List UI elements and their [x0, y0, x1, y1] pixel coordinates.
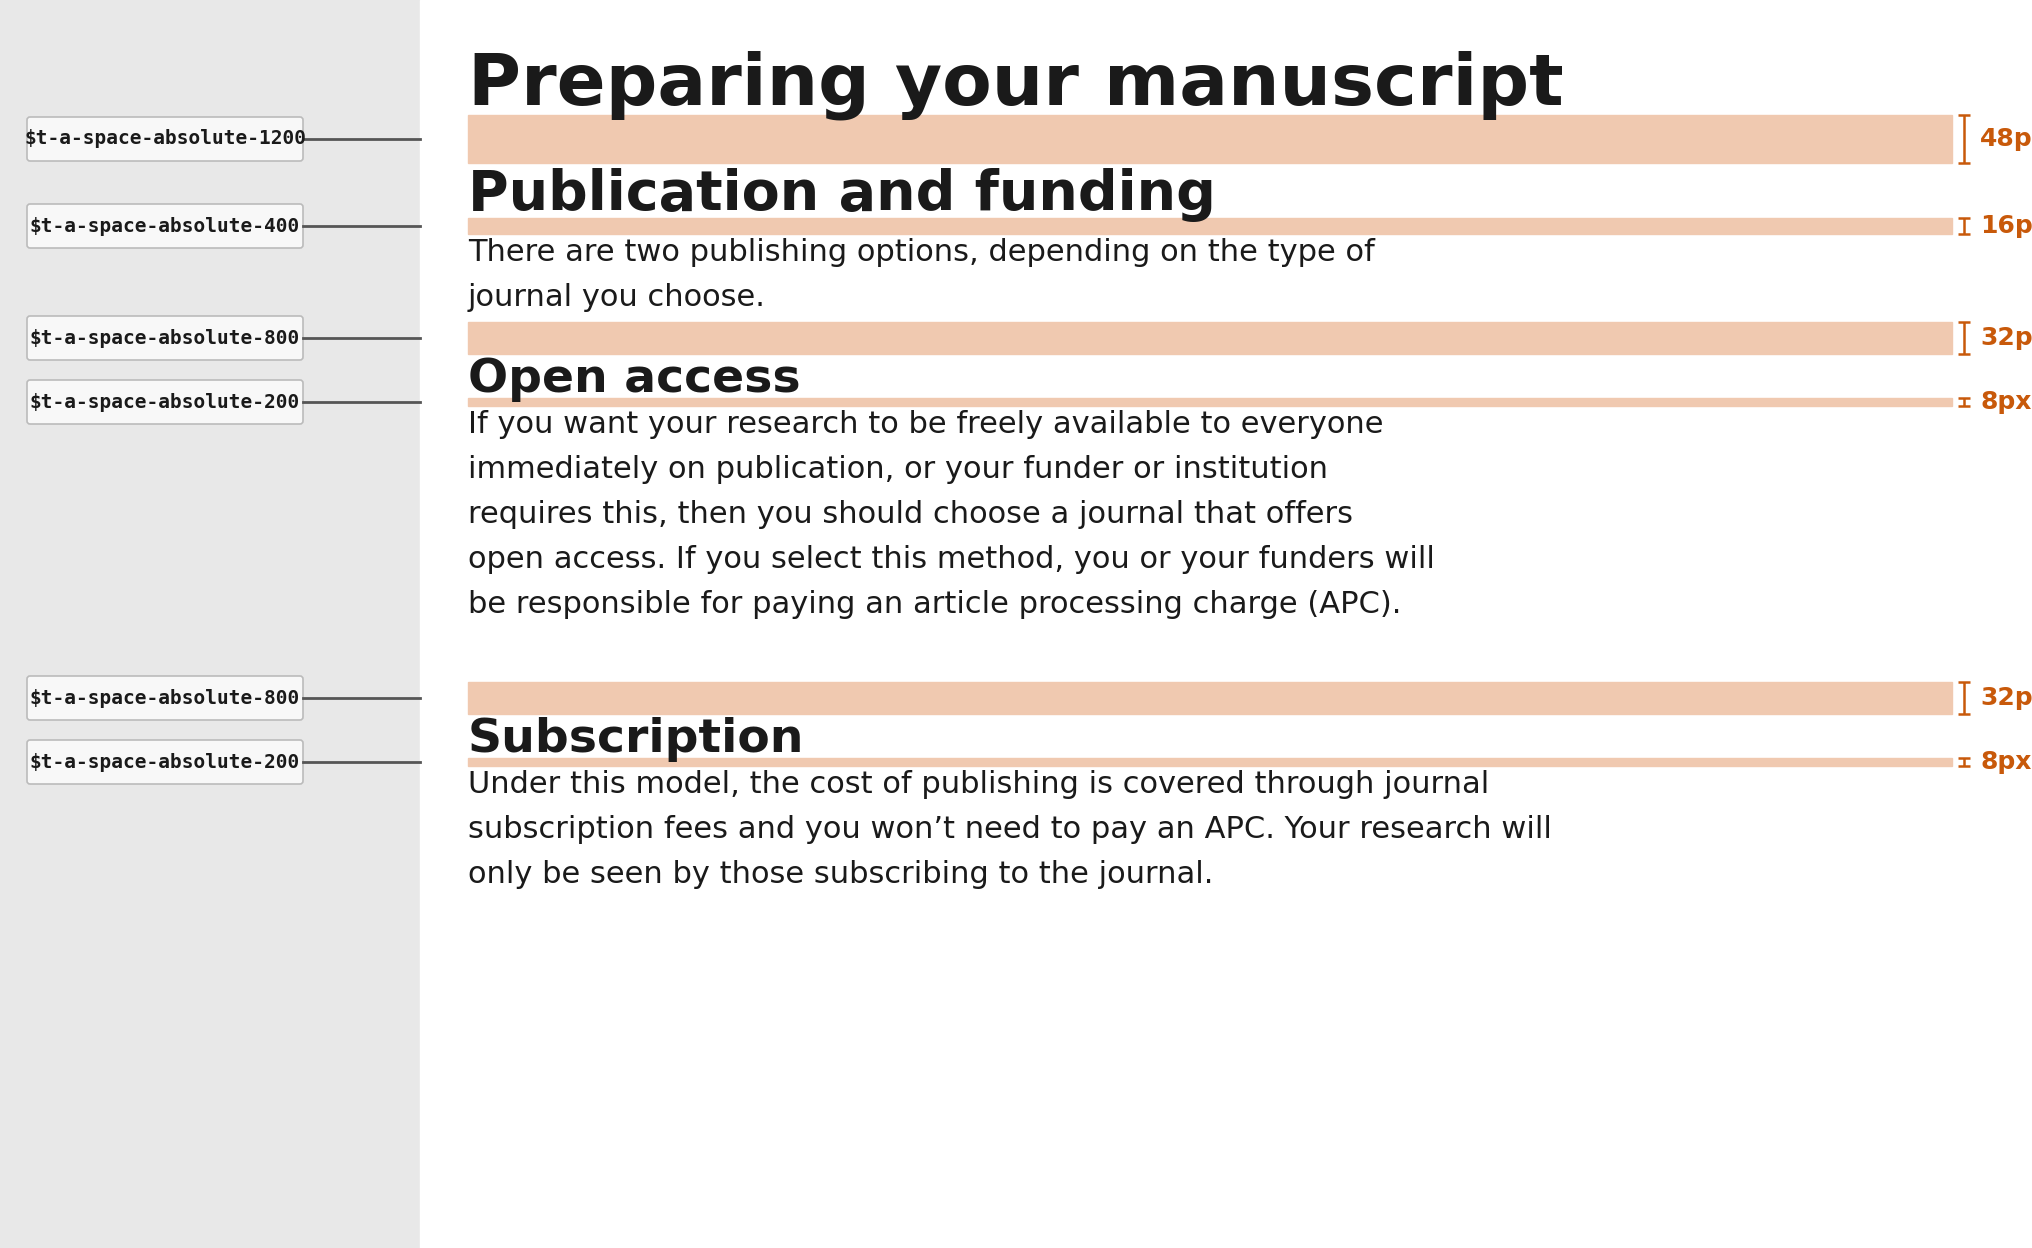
FancyBboxPatch shape: [26, 316, 303, 359]
Text: $t-a-space-absolute-1200: $t-a-space-absolute-1200: [24, 130, 307, 149]
Bar: [467, 115, 1953, 163]
Text: $t-a-space-absolute-800: $t-a-space-absolute-800: [30, 689, 301, 708]
Bar: [467, 322, 1953, 354]
Text: If you want your research to be freely available to everyone
immediately on publ: If you want your research to be freely a…: [467, 411, 1435, 619]
Text: $t-a-space-absolute-200: $t-a-space-absolute-200: [30, 753, 301, 771]
Bar: [421, 0, 2032, 1248]
Text: $t-a-space-absolute-200: $t-a-space-absolute-200: [30, 393, 301, 412]
Text: $t-a-space-absolute-400: $t-a-space-absolute-400: [30, 216, 301, 236]
Text: 32px: 32px: [1979, 686, 2032, 710]
Bar: [467, 218, 1953, 235]
Text: Preparing your manuscript: Preparing your manuscript: [467, 50, 1565, 120]
Text: 8px: 8px: [1979, 750, 2032, 774]
Bar: [0, 0, 421, 1248]
Text: 8px: 8px: [1979, 389, 2032, 414]
Text: Open access: Open access: [467, 357, 801, 402]
Bar: [467, 681, 1953, 714]
Text: 32px: 32px: [1979, 326, 2032, 349]
FancyBboxPatch shape: [26, 203, 303, 248]
Text: 48px: 48px: [1979, 127, 2032, 151]
FancyBboxPatch shape: [26, 117, 303, 161]
Text: Under this model, the cost of publishing is covered through journal
subscription: Under this model, the cost of publishing…: [467, 770, 1552, 889]
FancyBboxPatch shape: [26, 379, 303, 424]
Text: Publication and funding: Publication and funding: [467, 168, 1215, 222]
FancyBboxPatch shape: [26, 676, 303, 720]
Bar: [467, 398, 1953, 406]
Text: Subscription: Subscription: [467, 718, 805, 763]
Text: There are two publishing options, depending on the type of
journal you choose.: There are two publishing options, depend…: [467, 238, 1376, 312]
FancyBboxPatch shape: [26, 740, 303, 784]
Bar: [467, 758, 1953, 766]
Text: 16px: 16px: [1979, 213, 2032, 238]
Text: $t-a-space-absolute-800: $t-a-space-absolute-800: [30, 328, 301, 347]
